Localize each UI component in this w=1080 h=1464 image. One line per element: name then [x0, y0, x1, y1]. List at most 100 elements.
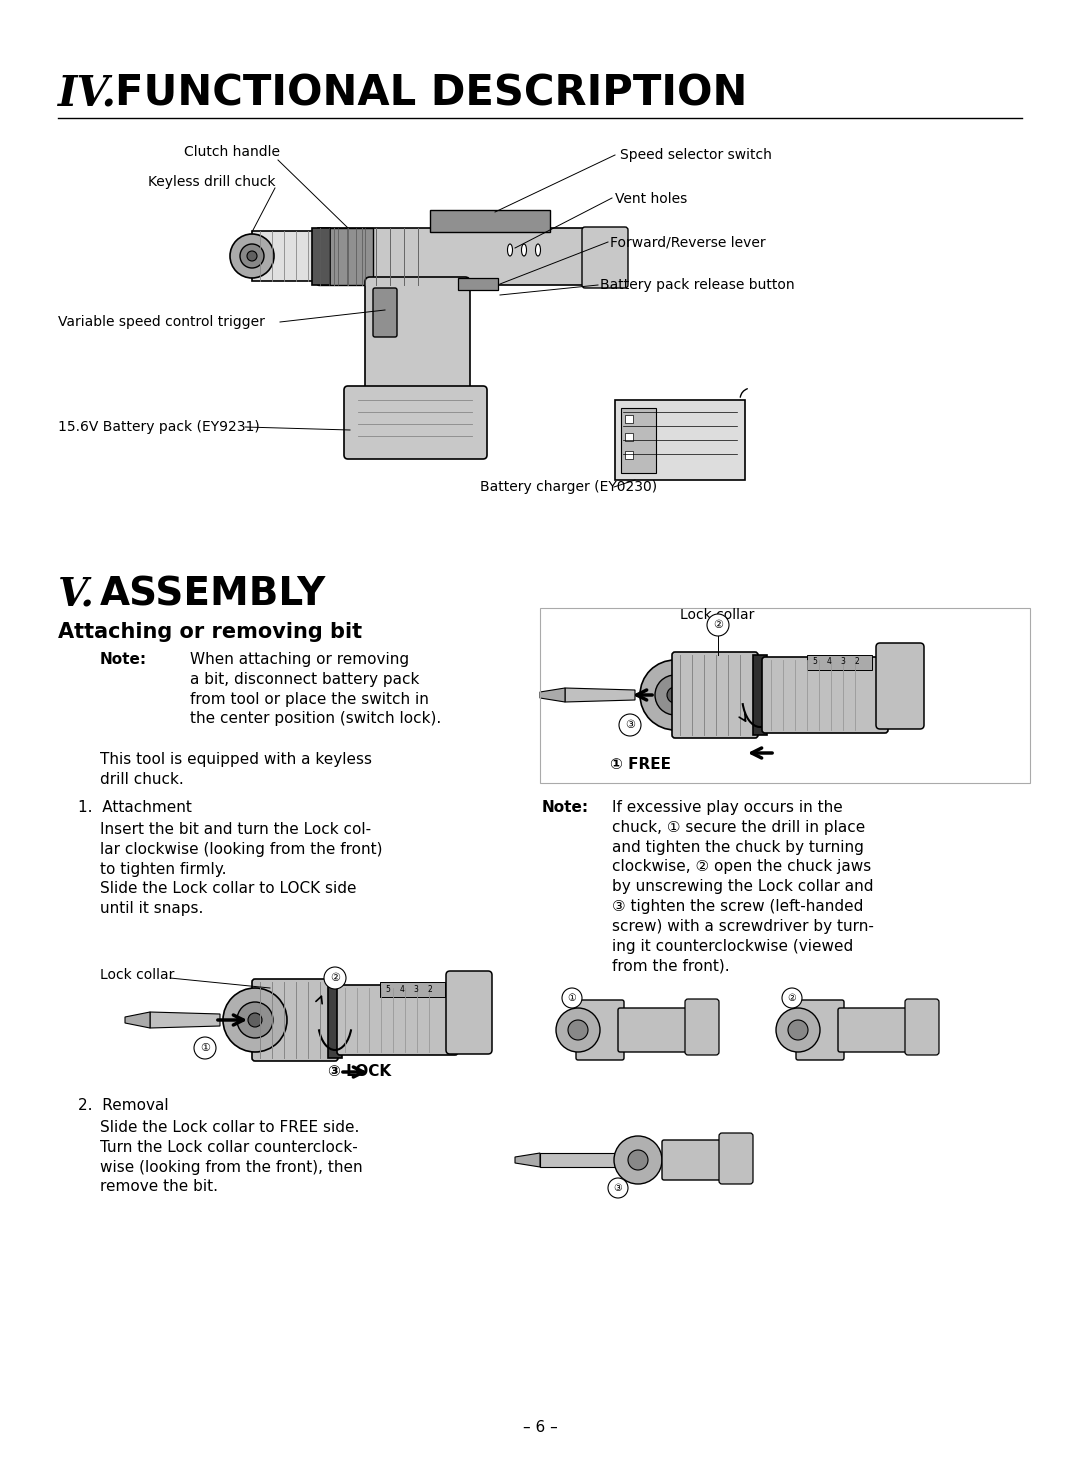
Bar — [615, 400, 745, 480]
Bar — [328, 982, 342, 1058]
Text: ③: ③ — [613, 1183, 622, 1193]
Text: ASSEMBLY: ASSEMBLY — [100, 575, 326, 613]
Text: Lock collar: Lock collar — [100, 968, 174, 982]
Bar — [430, 209, 550, 231]
Text: Speed selector switch: Speed selector switch — [620, 148, 772, 163]
Text: Attaching or removing bit: Attaching or removing bit — [58, 622, 362, 643]
Bar — [625, 451, 633, 460]
Text: ②: ② — [713, 619, 723, 630]
Bar — [625, 414, 633, 423]
Text: – 6 –: – 6 – — [523, 1420, 557, 1435]
FancyBboxPatch shape — [719, 1133, 753, 1184]
Bar — [621, 408, 656, 473]
FancyBboxPatch shape — [685, 998, 719, 1056]
Circle shape — [640, 660, 710, 731]
FancyBboxPatch shape — [672, 651, 758, 738]
Text: 4: 4 — [826, 657, 832, 666]
Ellipse shape — [508, 244, 513, 256]
Circle shape — [619, 714, 642, 736]
Text: ①: ① — [200, 1042, 210, 1053]
Circle shape — [654, 675, 696, 714]
Text: This tool is equipped with a keyless
drill chuck.: This tool is equipped with a keyless dri… — [100, 752, 372, 786]
Circle shape — [627, 1151, 648, 1170]
FancyBboxPatch shape — [365, 277, 470, 403]
Text: ③: ③ — [625, 720, 635, 731]
Circle shape — [237, 1001, 273, 1038]
Text: 4: 4 — [400, 985, 404, 994]
Circle shape — [615, 1136, 662, 1184]
Circle shape — [608, 1179, 627, 1198]
Bar — [312, 228, 330, 285]
Bar — [625, 433, 633, 441]
Circle shape — [240, 244, 264, 268]
Text: ③ LOCK: ③ LOCK — [328, 1064, 391, 1079]
Bar — [318, 228, 585, 285]
Bar — [252, 231, 320, 281]
Text: ①: ① — [568, 993, 577, 1003]
FancyBboxPatch shape — [252, 979, 338, 1061]
Bar — [807, 654, 872, 671]
Bar — [540, 608, 1030, 783]
Circle shape — [194, 1037, 216, 1058]
FancyBboxPatch shape — [796, 1000, 843, 1060]
Text: Forward/Reverse lever: Forward/Reverse lever — [610, 236, 766, 249]
Circle shape — [777, 1009, 820, 1053]
Circle shape — [788, 1020, 808, 1039]
Text: 3: 3 — [840, 657, 846, 666]
Text: Clutch handle: Clutch handle — [184, 145, 280, 160]
Text: 15.6V Battery pack (EY9231): 15.6V Battery pack (EY9231) — [58, 420, 260, 433]
Text: 2: 2 — [428, 985, 432, 994]
Text: ②: ② — [330, 974, 340, 982]
Text: ②: ② — [787, 993, 796, 1003]
Text: 2: 2 — [854, 657, 860, 666]
Polygon shape — [540, 1154, 632, 1167]
Text: Note:: Note: — [100, 651, 147, 668]
Text: Insert the bit and turn the Lock col-
lar clockwise (looking from the front)
to : Insert the bit and turn the Lock col- la… — [100, 821, 382, 916]
Text: Variable speed control trigger: Variable speed control trigger — [58, 315, 265, 329]
Bar — [753, 654, 767, 735]
FancyBboxPatch shape — [373, 288, 397, 337]
Text: Battery pack release button: Battery pack release button — [600, 278, 795, 291]
Circle shape — [222, 988, 287, 1053]
Text: Slide the Lock collar to FREE side.
Turn the Lock collar counterclock-
wise (loo: Slide the Lock collar to FREE side. Turn… — [100, 1120, 363, 1195]
Circle shape — [707, 613, 729, 635]
Text: 3: 3 — [414, 985, 418, 994]
Text: Vent holes: Vent holes — [615, 192, 687, 206]
Polygon shape — [565, 688, 635, 703]
FancyBboxPatch shape — [838, 1009, 912, 1053]
Text: IV.: IV. — [58, 72, 117, 114]
Ellipse shape — [536, 244, 540, 256]
Circle shape — [562, 988, 582, 1009]
Polygon shape — [515, 1154, 540, 1167]
Text: Note:: Note: — [542, 799, 589, 815]
FancyBboxPatch shape — [876, 643, 924, 729]
Circle shape — [568, 1020, 588, 1039]
Text: If excessive play occurs in the
chuck, ① secure the drill in place
and tighten t: If excessive play occurs in the chuck, ①… — [612, 799, 874, 974]
Bar — [458, 278, 498, 290]
Text: FUNCTIONAL DESCRIPTION: FUNCTIONAL DESCRIPTION — [114, 72, 747, 114]
FancyBboxPatch shape — [662, 1140, 726, 1180]
FancyBboxPatch shape — [337, 985, 458, 1056]
FancyBboxPatch shape — [345, 386, 487, 460]
Polygon shape — [150, 1012, 220, 1028]
Text: 1.  Attachment: 1. Attachment — [78, 799, 192, 815]
Polygon shape — [540, 688, 565, 703]
Ellipse shape — [522, 244, 527, 256]
Circle shape — [247, 250, 257, 261]
Text: ① FREE: ① FREE — [610, 757, 671, 772]
FancyBboxPatch shape — [618, 1009, 692, 1053]
Text: When attaching or removing
a bit, disconnect battery pack
from tool or place the: When attaching or removing a bit, discon… — [190, 651, 442, 726]
Text: 5: 5 — [386, 985, 391, 994]
Bar — [318, 228, 373, 285]
Circle shape — [230, 234, 274, 278]
FancyBboxPatch shape — [576, 1000, 624, 1060]
Circle shape — [324, 968, 346, 990]
Circle shape — [667, 687, 683, 703]
FancyBboxPatch shape — [446, 971, 492, 1054]
Text: V.: V. — [58, 575, 95, 613]
FancyBboxPatch shape — [905, 998, 939, 1056]
Circle shape — [248, 1013, 262, 1028]
Circle shape — [782, 988, 802, 1009]
Text: 5: 5 — [812, 657, 818, 666]
Text: Keyless drill chuck: Keyless drill chuck — [148, 176, 275, 189]
